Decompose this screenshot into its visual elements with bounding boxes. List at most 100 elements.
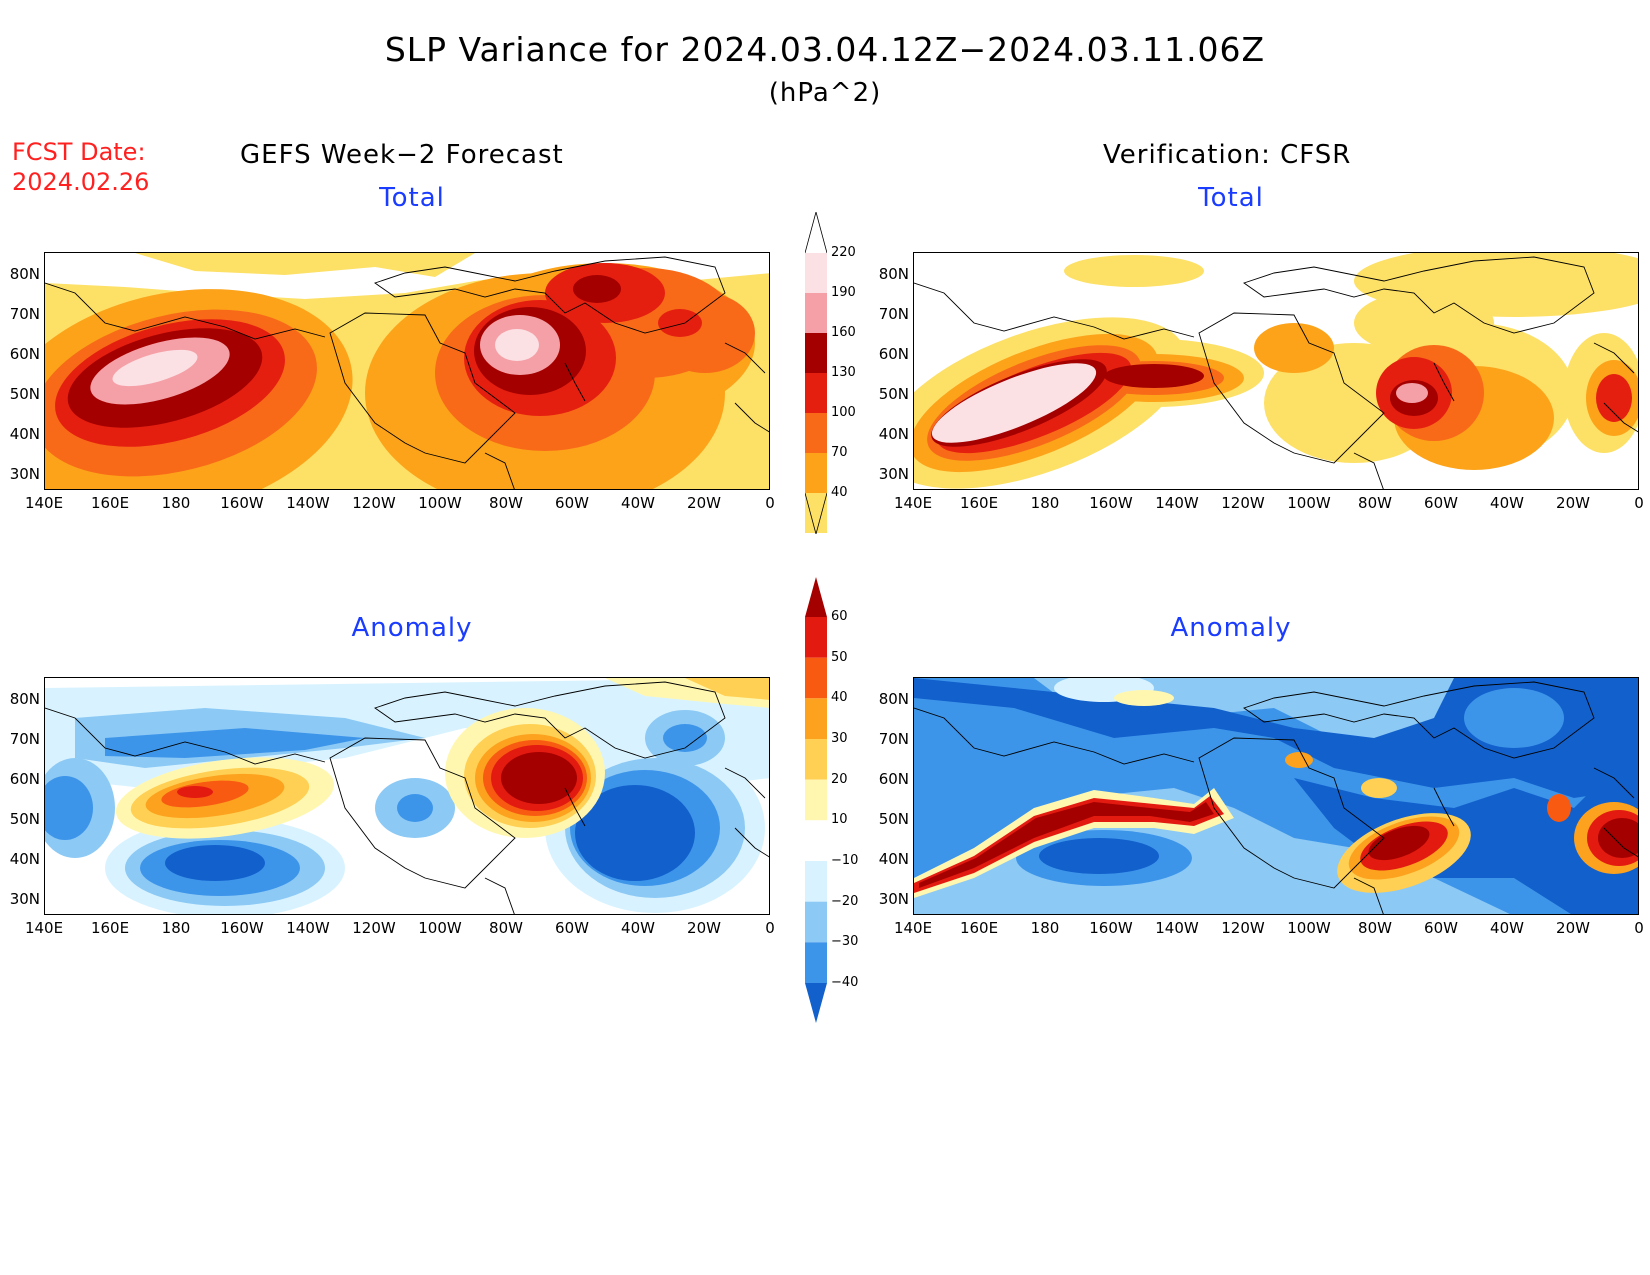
lon-label-180: 180: [1030, 494, 1060, 512]
lon-label-100W: 100W: [418, 919, 462, 937]
lat-label-70N: 70N: [9, 730, 40, 748]
lon-label-160W: 160W: [1089, 494, 1133, 512]
colorbar-anomaly-swatch: [805, 779, 827, 821]
lat-label-40N: 40N: [9, 425, 40, 443]
lon-label-0: 0: [1634, 919, 1644, 937]
lat-label-70N: 70N: [878, 305, 909, 323]
lon-label-40W: 40W: [621, 494, 655, 512]
lat-label-30N: 30N: [878, 890, 909, 908]
lon-label-160E: 160E: [959, 494, 999, 512]
colorbar-anomaly-tick: −20: [831, 893, 859, 909]
lat-label-50N: 50N: [878, 385, 909, 403]
colorbar-total-tick: 220: [831, 245, 856, 260]
colorbar-total-swatch: [805, 293, 827, 333]
lon-label-160E: 160E: [90, 494, 130, 512]
main-title: SLP Variance for 2024.03.04.12Z−2024.03.…: [384, 30, 1266, 69]
lon-label-100W: 100W: [1287, 494, 1331, 512]
colorbar-anomaly-tick: 40: [831, 690, 848, 706]
lon-label-160W: 160W: [220, 919, 264, 937]
colorbar-total-swatch: [805, 413, 827, 453]
lat-label-60N: 60N: [9, 770, 40, 788]
lat-label-80N: 80N: [878, 690, 909, 708]
lon-label-0: 0: [1634, 494, 1644, 512]
colorbar-total-swatch: [805, 373, 827, 413]
lon-label-120W: 120W: [1221, 919, 1265, 937]
lat-label-50N: 50N: [9, 810, 40, 828]
lon-label-60W: 60W: [555, 919, 589, 937]
colorbar-total-tick: 70: [831, 445, 848, 460]
verification-heading: Verification: CFSR: [1103, 140, 1352, 170]
map-verification-anomaly: [913, 677, 1639, 915]
lon-label-100W: 100W: [418, 494, 462, 512]
colorbar-anomaly-swatch: [805, 820, 827, 861]
lon-label-120W: 120W: [352, 919, 396, 937]
colorbar-anomaly-tick: 20: [831, 771, 848, 787]
lat-label-30N: 30N: [878, 465, 909, 483]
lat-label-60N: 60N: [878, 345, 909, 363]
lat-label-80N: 80N: [878, 265, 909, 283]
colorbar-total-swatch: [805, 333, 827, 373]
lat-label-50N: 50N: [878, 810, 909, 828]
colorbar-total-tick: 130: [831, 365, 856, 380]
lat-label-60N: 60N: [878, 770, 909, 788]
lat-label-80N: 80N: [9, 265, 40, 283]
lon-label-160W: 160W: [1089, 919, 1133, 937]
map-forecast-anomaly: [44, 677, 770, 915]
lon-label-20W: 20W: [687, 919, 721, 937]
colorbar-total-tick: 160: [831, 325, 856, 340]
colorbar-anomaly-swatch: [805, 657, 827, 699]
lon-label-20W: 20W: [1556, 919, 1590, 937]
lat-label-80N: 80N: [9, 690, 40, 708]
lon-label-160W: 160W: [220, 494, 264, 512]
lon-label-180: 180: [161, 494, 191, 512]
colorbar-anomaly-tick: 30: [831, 731, 848, 746]
lon-label-40W: 40W: [1490, 919, 1524, 937]
colorbar-anomaly-swatch: [805, 942, 827, 983]
colorbar-anomaly-swatch: [805, 577, 827, 617]
lon-label-160E: 160E: [90, 919, 130, 937]
colorbar-anomaly-tick: −30: [831, 934, 859, 950]
lon-label-60W: 60W: [1424, 494, 1458, 512]
colorbar-total-swatch: [805, 493, 827, 533]
colorbar-total-tick: 100: [831, 405, 856, 420]
lat-label-60N: 60N: [9, 345, 40, 363]
colorbar-anomaly-tick: 50: [831, 649, 848, 665]
colorbar-anomaly: [805, 577, 827, 1023]
panel-title-forecast-anomaly: Anomaly: [351, 613, 473, 643]
colorbar-total-tick: 190: [831, 285, 856, 300]
colorbar-anomaly-swatch: [805, 901, 827, 943]
lon-label-40W: 40W: [1490, 494, 1524, 512]
colorbar-anomaly-tick: −10: [831, 853, 859, 868]
lon-label-140E: 140E: [24, 919, 64, 937]
lon-label-140W: 140W: [286, 494, 330, 512]
lon-label-20W: 20W: [1556, 494, 1590, 512]
lon-label-140E: 140E: [893, 494, 933, 512]
lon-label-60W: 60W: [555, 494, 589, 512]
lon-label-0: 0: [765, 494, 775, 512]
forecast-heading: GEFS Week−2 Forecast: [240, 140, 564, 170]
lat-label-30N: 30N: [9, 890, 40, 908]
colorbar-total: [804, 210, 828, 536]
lon-label-140W: 140W: [286, 919, 330, 937]
units-label: (hPa^2): [768, 78, 882, 108]
lat-label-70N: 70N: [9, 305, 40, 323]
lon-label-140W: 140W: [1155, 919, 1199, 937]
lon-label-60W: 60W: [1424, 919, 1458, 937]
colorbar-anomaly-swatch: [805, 861, 827, 902]
panel-title-verification-total: Total: [1198, 183, 1264, 213]
fcst-date-value: 2024.02.26: [12, 168, 150, 196]
lon-label-140W: 140W: [1155, 494, 1199, 512]
lon-label-140E: 140E: [24, 494, 64, 512]
panel-title-verification-anomaly: Anomaly: [1170, 613, 1292, 643]
lon-label-180: 180: [161, 919, 191, 937]
map-forecast-total: [44, 252, 770, 490]
lon-label-0: 0: [765, 919, 775, 937]
lon-label-80W: 80W: [489, 919, 523, 937]
colorbar-anomaly-swatch: [805, 739, 827, 780]
lon-label-20W: 20W: [687, 494, 721, 512]
lat-label-40N: 40N: [878, 425, 909, 443]
colorbar-anomaly-tick: 10: [831, 812, 848, 828]
colorbar-anomaly-swatch: [805, 698, 827, 739]
lat-label-30N: 30N: [9, 465, 40, 483]
lon-label-80W: 80W: [489, 494, 523, 512]
